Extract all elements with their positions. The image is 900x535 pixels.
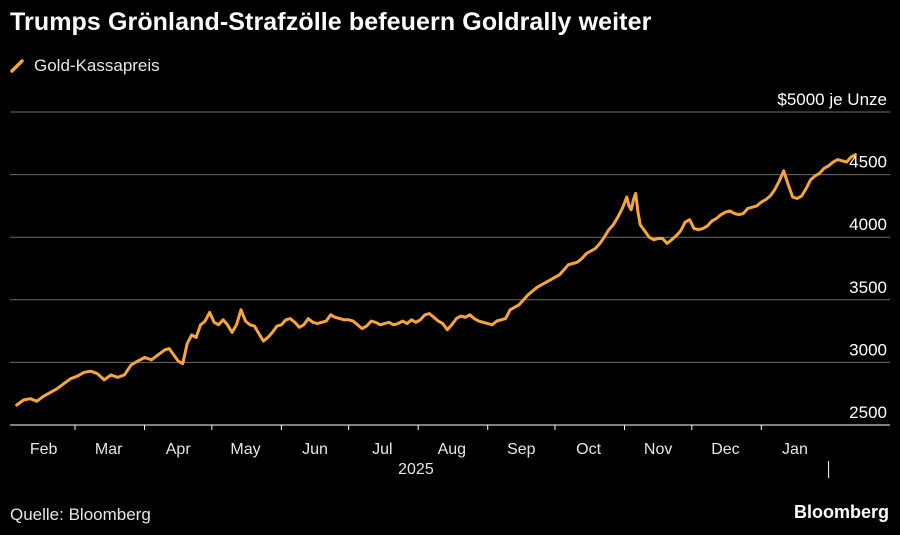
- y-tick-label: 4500: [849, 153, 887, 172]
- x-tick-label: Jul: [372, 441, 392, 458]
- x-tick-label: Jun: [302, 441, 328, 458]
- axis-layer: [10, 424, 890, 478]
- legend-label: Gold-Kassapreis: [34, 56, 160, 75]
- legend-swatch-icon: [10, 59, 24, 73]
- y-tick-label: 2500: [849, 403, 887, 422]
- chart-title: Trumps Grönland-Strafzölle befeuern Gold…: [10, 8, 652, 36]
- year-label: 2025: [398, 461, 434, 478]
- legend: Gold-Kassapreis: [10, 56, 160, 76]
- y-tick-label: 4000: [849, 215, 887, 234]
- bloomberg-logo: Bloomberg: [793, 502, 889, 522]
- grid-layer: [10, 111, 890, 363]
- source-note: Quelle: Bloomberg: [10, 505, 151, 524]
- x-tick-label: Dec: [711, 441, 739, 458]
- x-tick-label: Feb: [30, 441, 58, 458]
- x-tick-label: Sep: [507, 441, 536, 458]
- y-unit-label: $5000 je Unze: [777, 90, 887, 109]
- x-tick-label: Aug: [438, 441, 466, 458]
- series-line-gold: [15, 153, 857, 407]
- series-layer: [15, 153, 857, 407]
- x-tick-label: May: [230, 441, 260, 458]
- x-tick-label: Mar: [95, 441, 123, 458]
- x-tick-label: Apr: [166, 441, 192, 458]
- label-layer: 2500 3000 3500 4000 4500 $5000 je Unze Feb Mar A…: [30, 90, 887, 478]
- y-tick-label: 3000: [849, 340, 887, 359]
- legend-swatch-line: [10, 59, 24, 73]
- x-tick-label: Nov: [644, 441, 672, 458]
- x-tick-label: Jan: [782, 441, 808, 458]
- x-tick-label: Oct: [576, 441, 601, 458]
- y-tick-label: 3500: [849, 278, 887, 297]
